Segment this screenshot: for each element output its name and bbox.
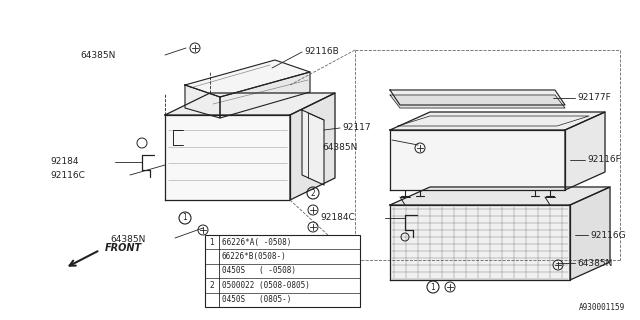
Polygon shape	[220, 72, 310, 118]
Text: 1: 1	[431, 283, 435, 292]
Text: 66226*A( -0508): 66226*A( -0508)	[222, 238, 291, 247]
Text: 92116B: 92116B	[304, 47, 339, 57]
Polygon shape	[390, 112, 605, 130]
Polygon shape	[185, 60, 310, 97]
Polygon shape	[390, 90, 565, 105]
Polygon shape	[185, 85, 220, 118]
Polygon shape	[290, 93, 335, 200]
Polygon shape	[390, 130, 565, 190]
Text: 92184C: 92184C	[320, 213, 355, 222]
Text: 92116F: 92116F	[587, 156, 621, 164]
Polygon shape	[390, 187, 610, 205]
Text: 0500022 (0508-0805): 0500022 (0508-0805)	[222, 281, 310, 290]
Text: 64385N: 64385N	[322, 143, 357, 153]
Polygon shape	[565, 112, 605, 190]
Text: 66226*B(0508-): 66226*B(0508-)	[222, 252, 287, 261]
Text: 1: 1	[182, 213, 188, 222]
Polygon shape	[165, 115, 290, 200]
Polygon shape	[390, 205, 570, 280]
Text: 92117: 92117	[342, 124, 371, 132]
Text: 0450S   ( -0508): 0450S ( -0508)	[222, 267, 296, 276]
Text: 1: 1	[210, 238, 214, 247]
Polygon shape	[570, 187, 610, 280]
Text: A930001159: A930001159	[579, 303, 625, 312]
Text: 2: 2	[310, 188, 316, 197]
Text: 64385N: 64385N	[577, 259, 612, 268]
Text: FRONT: FRONT	[105, 243, 142, 253]
Text: 64385N: 64385N	[110, 236, 145, 244]
Text: 92116C: 92116C	[50, 171, 85, 180]
Text: 92116G: 92116G	[590, 230, 626, 239]
Text: 92177F: 92177F	[577, 93, 611, 102]
Bar	[205, 235, 360, 307]
Text: 0450S   (0805-): 0450S (0805-)	[222, 295, 291, 304]
Polygon shape	[390, 95, 565, 108]
Text: 2: 2	[210, 281, 214, 290]
Polygon shape	[165, 93, 335, 115]
Text: 64385N: 64385N	[80, 51, 115, 60]
Polygon shape	[302, 110, 324, 185]
Text: 92184: 92184	[50, 157, 79, 166]
